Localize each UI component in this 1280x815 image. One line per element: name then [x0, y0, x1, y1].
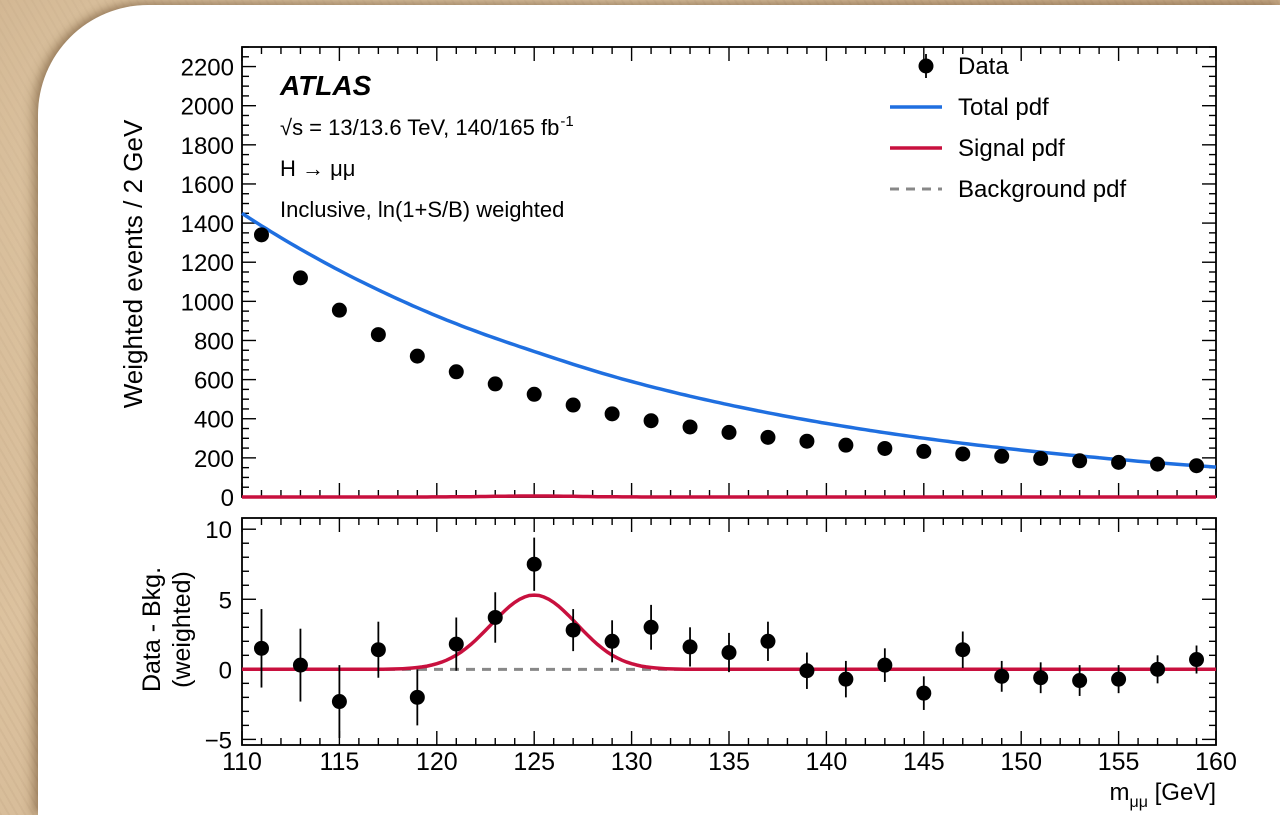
- x-axis-label-main: m: [1110, 779, 1130, 806]
- y-tick-label: 0: [221, 485, 234, 512]
- data-point: [526, 386, 542, 402]
- x-tick-label: 115: [319, 748, 359, 776]
- y-tick-label: 1800: [181, 133, 234, 160]
- residual-data-point: [643, 619, 659, 635]
- residual-data-point: [526, 556, 542, 572]
- residual-data-point: [409, 689, 425, 705]
- data-point: [253, 227, 269, 243]
- data-point: [994, 448, 1010, 464]
- data-point: [955, 446, 971, 462]
- residual-data-point: [916, 685, 932, 701]
- residual-data-point: [448, 636, 464, 652]
- data-point: [799, 433, 815, 449]
- data-point: [370, 327, 386, 343]
- legend-entry: Background pdf: [958, 176, 1126, 203]
- energy-label: √s = 13/13.6 TeV, 140/165 fb: [280, 115, 559, 140]
- energy-label-superscript: -1: [560, 113, 573, 130]
- x-tick-label: 125: [513, 748, 555, 776]
- data-point: [643, 413, 659, 429]
- residual-data-point: [760, 633, 776, 649]
- y-tick-label: −5: [205, 727, 232, 754]
- y-tick-label: 1200: [181, 250, 234, 277]
- residual-data-point: [1150, 661, 1166, 677]
- residual-data-point: [1111, 671, 1127, 687]
- data-point: [565, 397, 581, 413]
- data-point: [760, 429, 776, 445]
- legend-entry: Total pdf: [958, 94, 1049, 121]
- residual-data-point: [799, 663, 815, 679]
- residual-data-point: [565, 622, 581, 638]
- data-point: [1189, 458, 1205, 474]
- residual-data-point: [955, 642, 971, 658]
- x-tick-label: 145: [903, 748, 945, 776]
- x-tick-label: 155: [1098, 748, 1140, 776]
- data-point: [331, 302, 347, 318]
- y-tick-label: 1400: [181, 211, 234, 238]
- y-tick-label: 400: [194, 407, 234, 434]
- y-axis-label-bottom-line1: Data - Bkg.: [138, 567, 166, 692]
- x-axis-label-sub: μμ: [1130, 794, 1148, 811]
- residual-data-point: [370, 642, 386, 658]
- x-tick-label: 160: [1195, 748, 1237, 776]
- y-tick-label: 2200: [181, 55, 234, 82]
- residual-data-point: [487, 609, 503, 625]
- y-tick-label: 800: [194, 328, 234, 355]
- residual-data-point: [994, 668, 1010, 684]
- atlas-label: ATLAS: [279, 70, 372, 101]
- data-point: [916, 443, 932, 459]
- x-axis-label-unit: [GeV]: [1148, 779, 1216, 806]
- data-point: [1072, 453, 1088, 469]
- y-tick-label: 1000: [181, 289, 234, 316]
- x-tick-label: 130: [611, 748, 653, 776]
- data-point: [838, 437, 854, 453]
- y-tick-label: 5: [219, 587, 232, 614]
- legend-entry: Data: [958, 53, 1009, 80]
- data-point: [1150, 456, 1166, 472]
- x-axis-label: mμμ [GeV]: [1110, 779, 1216, 811]
- residual-data-point: [1072, 673, 1088, 689]
- y-tick-label: 10: [205, 517, 232, 544]
- process-label: H → μμ: [280, 156, 355, 181]
- x-tick-label: 135: [708, 748, 750, 776]
- residual-data-point: [682, 639, 698, 655]
- residual-data-point: [877, 657, 893, 673]
- residual-data-point: [1033, 670, 1049, 686]
- y-tick-label: 600: [194, 368, 234, 395]
- x-tick-label: 150: [1000, 748, 1042, 776]
- data-point: [604, 406, 620, 422]
- data-point: [448, 364, 464, 380]
- x-tick-label: 110: [222, 748, 262, 776]
- data-point: [409, 348, 425, 364]
- y-tick-label: 2000: [181, 94, 234, 121]
- data-point: [877, 440, 893, 456]
- y-tick-label: 200: [194, 446, 234, 473]
- x-tick-label: 120: [416, 748, 458, 776]
- residual-data-point: [331, 694, 347, 710]
- data-point: [721, 424, 737, 440]
- x-tick-label: 140: [806, 748, 848, 776]
- category-label: Inclusive, ln(1+S/B) weighted: [280, 197, 564, 222]
- residual-data-point: [292, 657, 308, 673]
- y-axis-label-bottom-line2: (weighted): [168, 571, 196, 688]
- data-point: [682, 419, 698, 435]
- y-axis-label-top: Weighted events / 2 GeV: [118, 119, 148, 408]
- data-point: [1111, 454, 1127, 470]
- residual-data-point: [838, 671, 854, 687]
- data-point: [292, 270, 308, 286]
- total-pdf-line: [241, 211, 1217, 469]
- data-point: [1033, 450, 1049, 466]
- bottom-panel-frame: [241, 517, 1217, 746]
- residual-data-point: [721, 645, 737, 661]
- residual-data-point: [604, 633, 620, 649]
- signal-pdf-line: [242, 494, 1216, 499]
- legend-entry: Signal pdf: [958, 135, 1065, 162]
- y-tick-label: 0: [219, 657, 232, 684]
- residual-data-point: [1189, 652, 1205, 668]
- y-tick-label: 1600: [181, 172, 234, 199]
- residual-data-point: [253, 640, 269, 656]
- data-point: [487, 376, 503, 392]
